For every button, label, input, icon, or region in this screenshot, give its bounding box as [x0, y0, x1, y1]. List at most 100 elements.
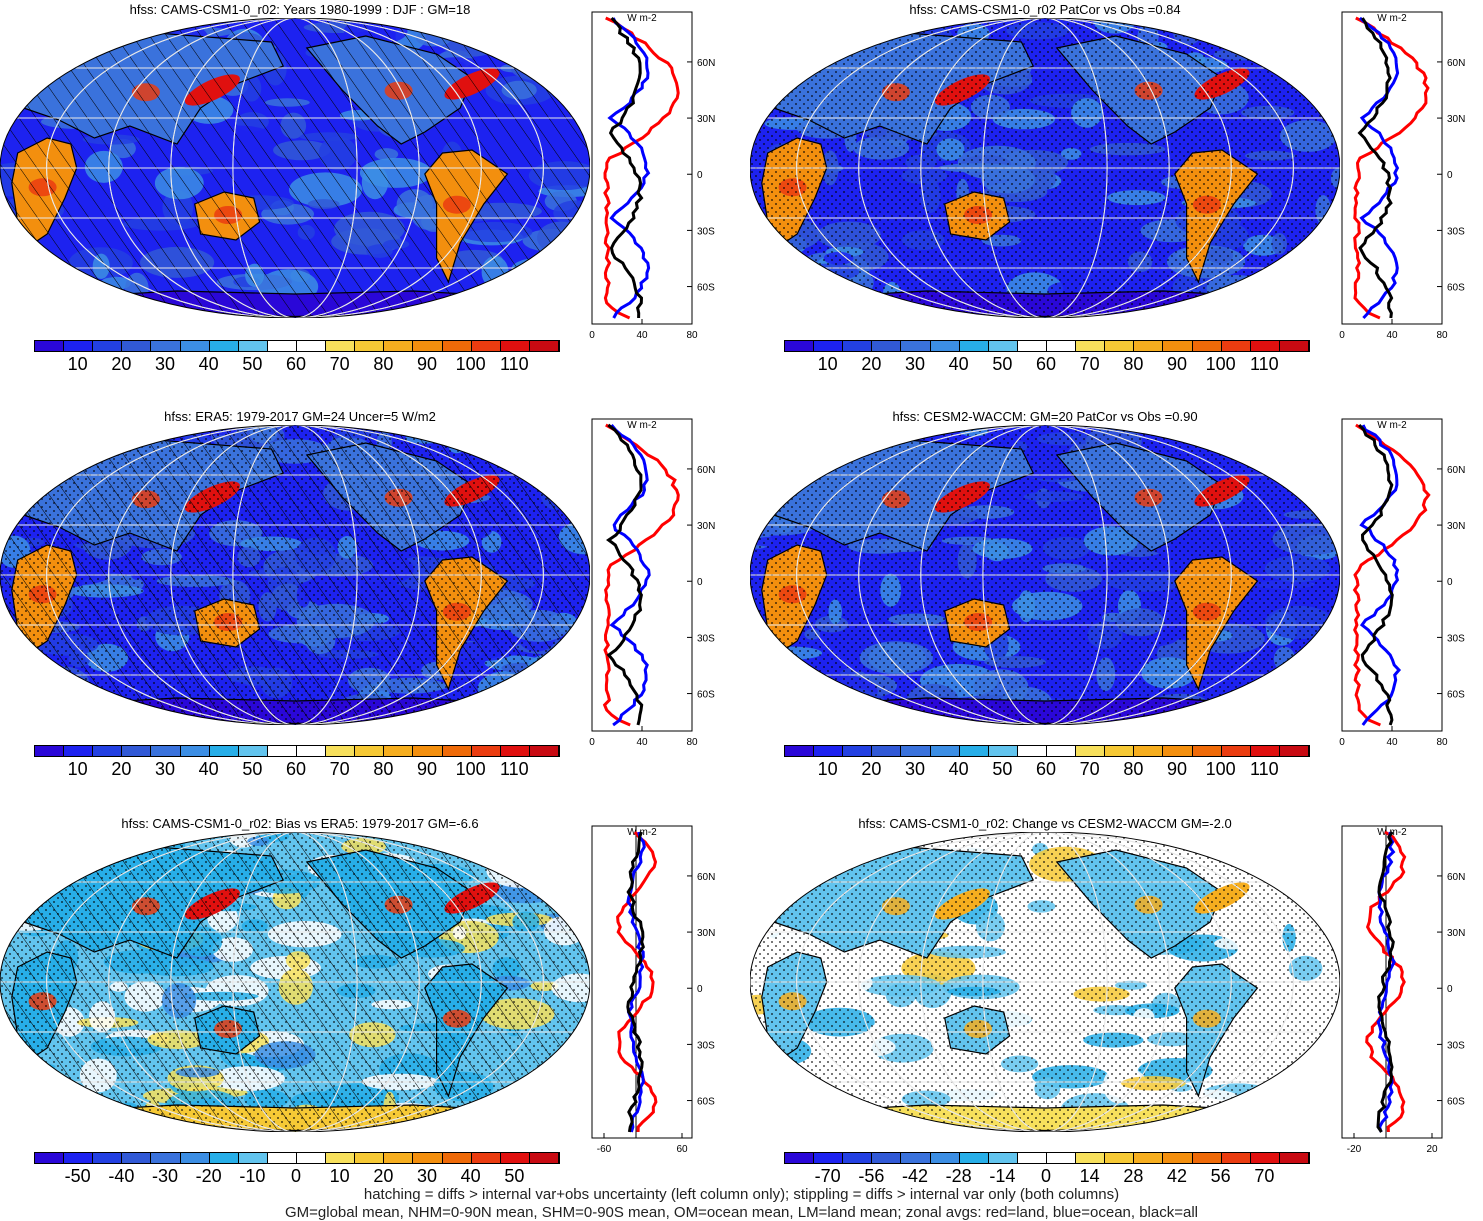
colorbar-label: 20	[861, 354, 882, 374]
field-blotch	[756, 1058, 787, 1093]
zonal-ytick-label: 30S	[697, 226, 715, 237]
zonal-all-curve	[1358, 423, 1394, 726]
colorbar-swatch	[122, 746, 152, 756]
field-blotch	[528, 1084, 548, 1118]
colorbar-swatch	[1250, 746, 1280, 756]
field-blotch	[56, 844, 118, 868]
map-border	[750, 425, 1340, 725]
colorbar-label: 30	[904, 354, 926, 374]
colorbar-swatches	[784, 745, 1310, 757]
panel-title-6: hfss: CAMS-CSM1-0_r02: Change vs CESM2-W…	[858, 816, 1232, 831]
field-blotch	[750, 850, 772, 886]
field-blotch	[1211, 296, 1234, 306]
field-blotch	[1197, 705, 1244, 716]
field-blotch	[750, 478, 804, 495]
zonal-units: W m-2	[627, 420, 657, 431]
field-blotch	[805, 18, 832, 38]
zonal-ytick-label: 60N	[697, 465, 715, 476]
colorbar-label: 50	[242, 354, 263, 374]
colorbar-swatch	[500, 1153, 530, 1163]
colorbar-swatch	[209, 341, 239, 351]
graticule-lon	[796, 18, 1294, 318]
colorbar-swatch	[1279, 341, 1309, 351]
colorbar-label: 0	[1040, 1166, 1052, 1186]
colorbar-swatch	[1221, 341, 1251, 351]
zonal-land-curve	[1365, 830, 1407, 1133]
colorbar-swatch	[1279, 1153, 1309, 1163]
colorbar-label: 50	[504, 1166, 525, 1186]
field-blotch	[458, 304, 516, 318]
zonal-ytick-label: 60S	[697, 283, 715, 294]
colorbar-swatches	[34, 340, 560, 352]
graticule-lon	[46, 425, 544, 725]
zonal-land-curve	[602, 423, 680, 727]
colorbar-label: 10	[67, 354, 88, 374]
graticule-lon	[858, 18, 1232, 318]
colorbar-label: -56	[858, 1166, 885, 1186]
field-blotch	[779, 311, 834, 318]
colorbar-label: 40	[198, 759, 219, 779]
colorbar-label: 100	[1205, 354, 1236, 374]
colorbar-swatch	[180, 1153, 210, 1163]
colorbar-swatch	[93, 746, 123, 756]
colorbar-swatch	[326, 1153, 356, 1163]
colorbar-swatch	[209, 1153, 239, 1163]
colorbar-swatch	[1046, 1153, 1077, 1163]
field-blotch	[483, 1091, 559, 1125]
zonal-xtick-label: 80	[1436, 330, 1448, 341]
field-blotch	[557, 259, 578, 291]
graticule-lon	[108, 18, 482, 318]
field-blotch	[1271, 296, 1330, 308]
colorbar-swatch	[151, 341, 181, 351]
colorbar-label: 70	[1079, 354, 1100, 374]
panel-title-1: hfss: CAMS-CSM1-0_r02: Years 1980-1999 :…	[129, 2, 471, 17]
zonal-ytick-label: 30N	[697, 114, 715, 125]
colorbar-label: 110	[499, 354, 529, 374]
zonal-xtick-label: 20	[1426, 1144, 1438, 1155]
colorbar-swatches	[34, 1152, 560, 1164]
field-blotch	[0, 65, 44, 93]
colorbar-swatch	[180, 341, 210, 351]
colorbar-label: 50	[992, 354, 1013, 374]
zonal-all-curve	[626, 831, 645, 1133]
colorbar-swatch	[529, 341, 559, 351]
field-blotch	[750, 867, 795, 891]
zonal-xtick-label: 0	[1339, 330, 1345, 341]
field-blotch	[571, 489, 585, 524]
colorbar-swatch	[529, 746, 559, 756]
colorbar-label: -50	[64, 1166, 91, 1186]
colorbar-label: 60	[1035, 354, 1057, 374]
colorbar-label: 110	[499, 759, 529, 779]
zonal-all-curve	[1357, 17, 1394, 319]
graticule-lon	[108, 832, 482, 1132]
zonal-ytick-label: 30S	[1447, 1040, 1465, 1051]
colorbar-swatch	[413, 746, 443, 756]
colorbar-swatch	[1017, 341, 1047, 351]
zonal-xtick-label: 60	[676, 1144, 688, 1155]
field-blotch	[1205, 701, 1286, 725]
colorbar-swatch	[814, 746, 844, 756]
colorbar-label: 60	[285, 759, 307, 779]
colorbar-label: 70	[1254, 1166, 1275, 1186]
colorbar-swatch	[35, 1153, 65, 1163]
colorbar-label: 30	[416, 1166, 438, 1186]
colorbar-swatch	[413, 1153, 443, 1163]
zonal-xtick-label: 40	[1386, 330, 1398, 341]
colorbar-swatch	[442, 1153, 472, 1163]
zonal-ytick-label: 30N	[697, 928, 715, 939]
colorbar-swatch	[529, 1153, 559, 1163]
colorbar-swatch	[209, 746, 239, 756]
colorbar-label: 90	[1166, 354, 1188, 374]
colorbar-label: -30	[151, 1166, 179, 1186]
zonal-mean-plot-1: W m-2 60N 30N 0 30S 60S 0 40 80	[589, 11, 715, 341]
colorbar-labels: 10 20 30 40 50 60 70 80 90 100 110	[34, 759, 558, 781]
colorbar-swatches	[34, 745, 560, 757]
colorbar-label: 70	[329, 354, 350, 374]
field-blotch	[1263, 22, 1296, 43]
colorbar-swatch	[413, 341, 443, 351]
graticule-lon	[170, 425, 420, 725]
field-blotch	[11, 265, 74, 282]
field-blotch	[1289, 1062, 1340, 1084]
colorbar-swatch	[1163, 746, 1193, 756]
zonal-ytick-label: 0	[697, 577, 703, 588]
